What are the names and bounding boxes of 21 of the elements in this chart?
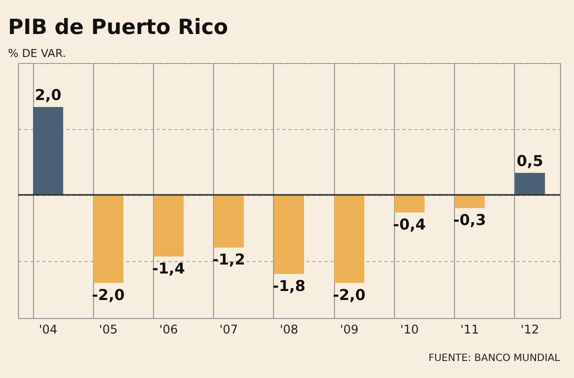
chart-subtitle: % DE VAR. bbox=[8, 47, 66, 60]
data-label: 2,0 bbox=[34, 86, 62, 104]
x-tick-label: '09 bbox=[340, 322, 359, 336]
data-label: -1,2 bbox=[212, 250, 246, 269]
data-label: -2,0 bbox=[92, 286, 125, 304]
data-label: -1,4 bbox=[152, 259, 185, 278]
x-tick-label: '11 bbox=[460, 322, 479, 336]
x-tick-label: '06 bbox=[159, 322, 178, 336]
source-note: FUENTE: BANCO MUNDIAL bbox=[428, 353, 560, 364]
data-label: -1,8 bbox=[272, 277, 306, 296]
chart-title: PIB de Puerto Rico bbox=[8, 15, 228, 39]
data-label: -0,4 bbox=[393, 215, 426, 234]
x-tick-label: '07 bbox=[219, 322, 238, 336]
x-tick-label: '04 bbox=[38, 322, 58, 336]
x-tick-label: '10 bbox=[400, 322, 419, 336]
x-tick-label: '12 bbox=[520, 322, 540, 336]
data-label: -0,3 bbox=[453, 211, 486, 230]
data-label: -2,0 bbox=[332, 286, 366, 304]
x-tick-label: '05 bbox=[99, 322, 118, 336]
data-label: 0,5 bbox=[516, 152, 544, 170]
x-tick-label: '08 bbox=[280, 322, 298, 336]
